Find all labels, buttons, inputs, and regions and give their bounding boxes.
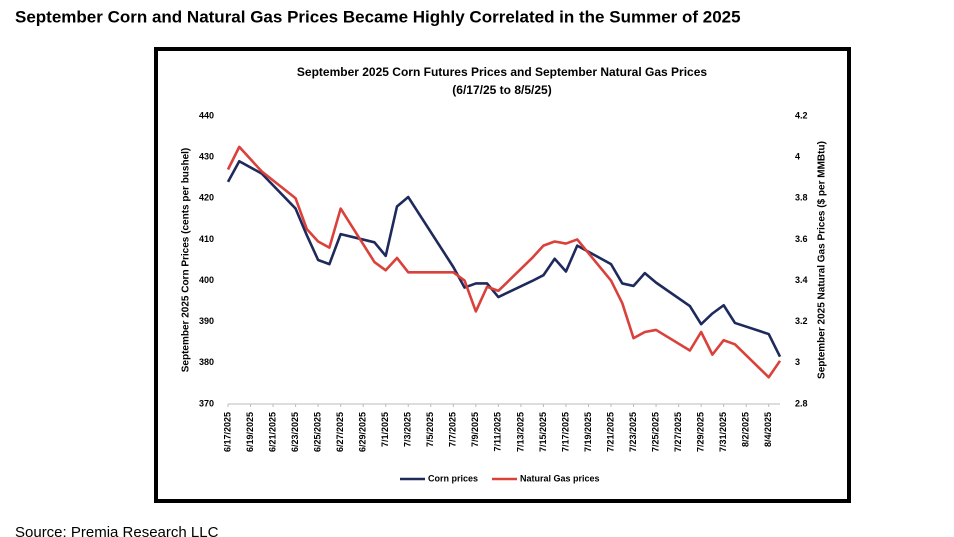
y-tick-label: 430 [199,152,214,162]
x-tick-label: 7/13/2025 [515,412,525,452]
x-tick-label: 6/27/2025 [335,412,345,452]
x-tick-label: 6/23/2025 [290,412,300,452]
x-tick-label: 7/7/2025 [448,412,458,447]
x-tick-label: 6/17/2025 [222,412,232,452]
x-tick-label: 7/3/2025 [403,412,413,447]
x-tick-label: 6/29/2025 [358,412,368,452]
y-tick-label: 410 [199,234,214,244]
legend-label: Corn prices [428,473,478,483]
y2-tick-label: 2.8 [795,398,808,408]
y2-tick-label: 3.4 [795,275,808,285]
y-tick-label: 390 [199,316,214,326]
chart-subtitle: (6/17/25 to 8/5/25) [452,83,551,97]
y-tick-label: 420 [199,193,214,203]
y2-tick-label: 3 [795,357,800,367]
x-tick-label: 6/21/2025 [267,412,277,452]
x-tick-label: 7/9/2025 [470,412,480,447]
x-tick-label: 7/27/2025 [673,412,683,452]
y2-tick-label: 3.6 [795,234,808,244]
source-note: Source: Premia Research LLC [15,524,219,537]
x-tick-label: 7/17/2025 [560,412,570,452]
series-line [226,159,782,358]
y-tick-label: 370 [199,398,214,408]
x-tick-label: 7/11/2025 [493,412,503,452]
x-tick-label: 7/15/2025 [538,412,548,452]
x-tick-label: 6/19/2025 [245,412,255,452]
x-tick-label: 7/25/2025 [650,412,660,452]
x-tick-label: 7/5/2025 [425,412,435,447]
legend-label: Natural Gas prices [520,473,600,483]
y2-tick-label: 3.2 [795,316,808,326]
y-axis-label: September 2025 Corn Prices (cents per bu… [181,148,192,373]
x-tick-label: 7/1/2025 [380,412,390,447]
y-tick-label: 380 [199,357,214,367]
chart-frame [154,47,851,503]
x-tick-label: 7/21/2025 [605,412,615,452]
y-tick-label: 440 [199,110,214,120]
series-line [226,145,782,379]
y2-axis-label: September 2025 Natural Gas Prices ($ per… [817,141,828,379]
heading: September Corn and Natural Gas Prices Be… [15,7,741,26]
x-tick-label: 7/23/2025 [628,412,638,452]
x-tick-label: 8/4/2025 [763,412,773,447]
x-tick-label: 6/25/2025 [312,412,322,452]
y-tick-label: 400 [199,275,214,285]
x-tick-label: 7/29/2025 [696,412,706,452]
x-tick-label: 7/31/2025 [718,412,728,452]
chart-title: September 2025 Corn Futures Prices and S… [297,65,707,79]
x-tick-label: 7/19/2025 [583,412,593,452]
y2-tick-label: 3.8 [795,193,808,203]
y2-tick-label: 4.2 [795,110,808,120]
y2-tick-label: 4 [795,152,800,162]
x-tick-label: 8/2/2025 [741,412,751,447]
